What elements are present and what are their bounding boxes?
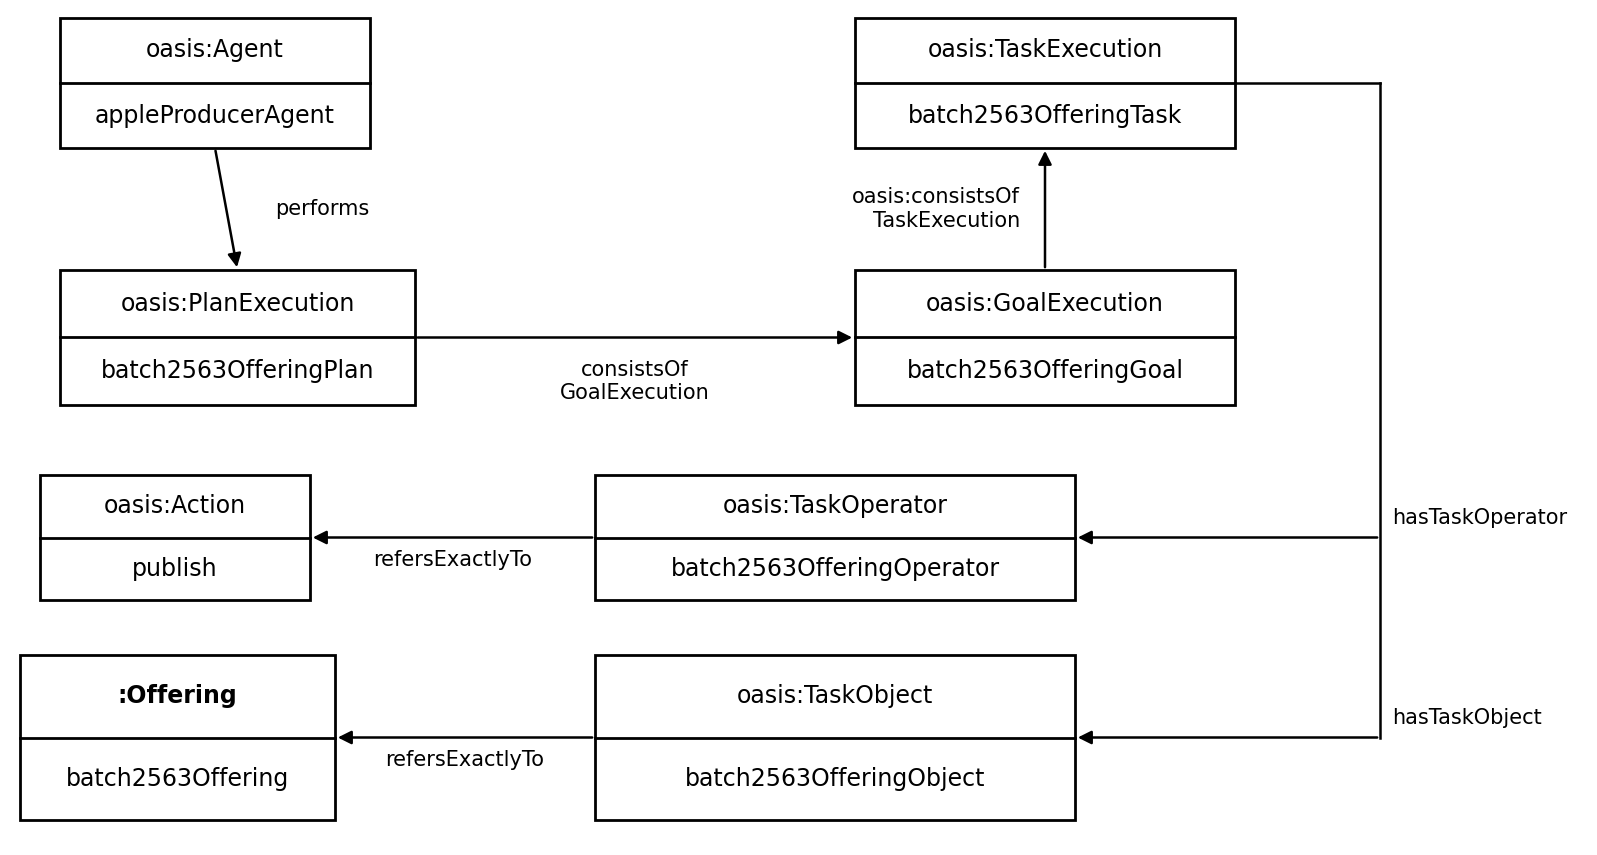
Text: hasTaskOperator: hasTaskOperator [1393, 508, 1567, 528]
Text: consistsOf
GoalExecution: consistsOf GoalExecution [561, 359, 711, 403]
Bar [596, 475, 1075, 600]
Text: refersExactlyTo: refersExactlyTo [385, 750, 545, 770]
Bar [854, 270, 1234, 405]
Text: batch2563OfferingTask: batch2563OfferingTask [907, 103, 1182, 127]
Text: appleProducerAgent: appleProducerAgent [94, 103, 335, 127]
Bar [61, 18, 371, 148]
Text: oasis:PlanExecution: oasis:PlanExecution [120, 292, 355, 315]
Text: oasis:GoalExecution: oasis:GoalExecution [926, 292, 1164, 315]
Text: publish: publish [133, 557, 217, 581]
Text: batch2563OfferingObject: batch2563OfferingObject [685, 767, 985, 791]
Text: hasTaskObject: hasTaskObject [1393, 707, 1541, 728]
Text: oasis:Action: oasis:Action [104, 494, 246, 518]
Text: oasis:TaskOperator: oasis:TaskOperator [722, 494, 947, 518]
Bar [21, 655, 335, 820]
Bar [596, 655, 1075, 820]
Text: batch2563OfferingPlan: batch2563OfferingPlan [101, 359, 374, 383]
Text: performs: performs [275, 199, 369, 219]
Text: oasis:TaskExecution: oasis:TaskExecution [928, 38, 1163, 62]
Bar [40, 475, 310, 600]
Text: refersExactlyTo: refersExactlyTo [374, 550, 532, 569]
Text: batch2563OfferingGoal: batch2563OfferingGoal [907, 359, 1183, 383]
Text: oasis:consistsOf
TaskExecution: oasis:consistsOf TaskExecution [853, 187, 1020, 231]
Text: batch2563OfferingOperator: batch2563OfferingOperator [671, 557, 1000, 581]
Text: oasis:TaskObject: oasis:TaskObject [736, 684, 933, 708]
Bar [61, 270, 415, 405]
Text: :Offering: :Offering [118, 684, 238, 708]
Bar [854, 18, 1234, 148]
Text: batch2563Offering: batch2563Offering [65, 767, 289, 791]
Text: oasis:Agent: oasis:Agent [145, 38, 284, 62]
